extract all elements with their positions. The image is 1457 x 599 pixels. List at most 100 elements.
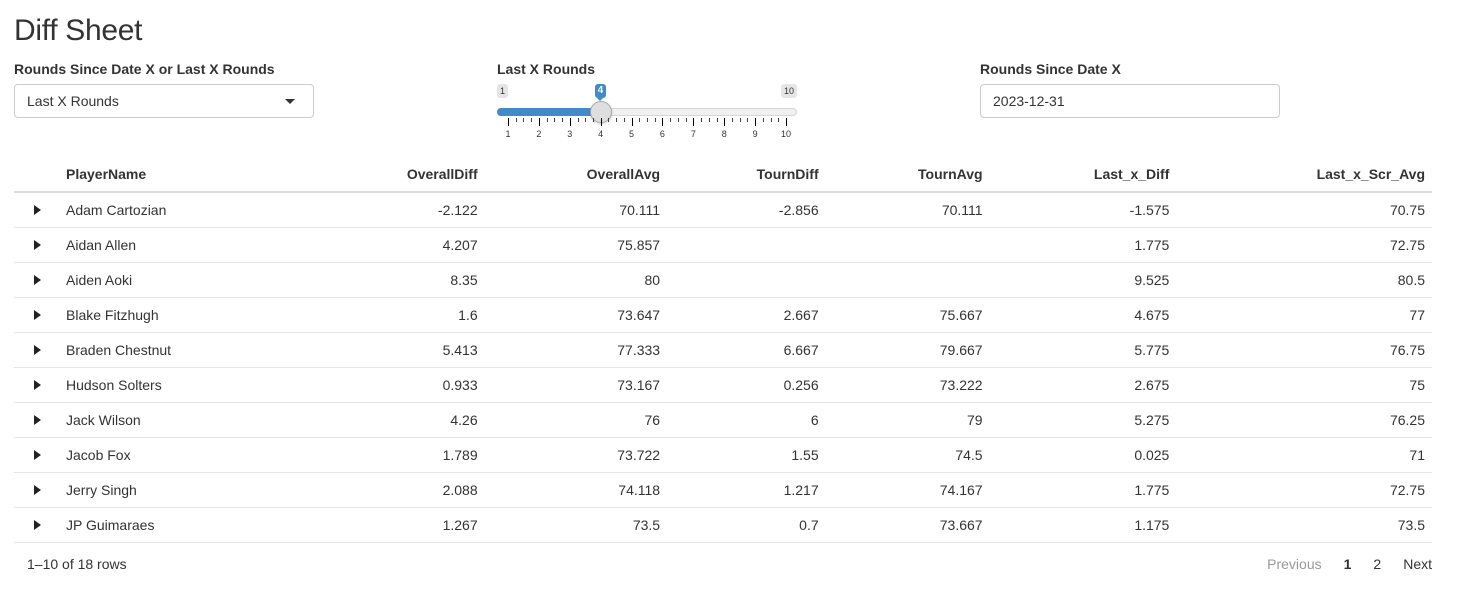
cell-tournavg	[825, 227, 990, 263]
last-x-slider-label: Last X Rounds	[497, 61, 596, 77]
cell-overalldiff: -2.122	[307, 192, 485, 228]
slider-tick	[608, 118, 610, 122]
cell-overalldiff: 4.207	[307, 227, 485, 263]
slider-tick	[685, 118, 687, 122]
cell-tournavg: 75.667	[825, 297, 990, 333]
cell-last-x-diff: 5.275	[989, 402, 1177, 438]
cell-overallavg: 80	[484, 262, 668, 298]
mode-select[interactable]: Last X Rounds	[14, 84, 314, 118]
slider-tick	[616, 118, 618, 122]
cell-tourndiff: 0.256	[667, 367, 826, 403]
table-row: Jerry Singh 2.088 74.118 1.217 74.167 1.775 72…	[14, 472, 1432, 508]
slider-tick	[693, 118, 695, 126]
cell-tournavg	[825, 262, 990, 298]
table-header-row: PlayerName OverallDiff OverallAvg TournD…	[14, 156, 1432, 193]
slider-tick	[662, 118, 664, 126]
cell-tourndiff: 0.7	[667, 507, 826, 543]
slider-tick-label: 2	[536, 129, 542, 139]
column-header-playername[interactable]: PlayerName	[59, 156, 308, 193]
cell-overallavg: 73.5	[484, 507, 668, 543]
column-header-tourndiff[interactable]: TournDiff	[667, 156, 826, 193]
cell-overalldiff: 2.088	[307, 472, 485, 508]
row-expander[interactable]	[14, 437, 59, 473]
caret-right-icon[interactable]	[34, 414, 41, 425]
caret-right-icon[interactable]	[34, 484, 41, 495]
cell-overallavg: 75.857	[484, 227, 668, 263]
slider-tick	[531, 118, 533, 122]
page-2-button[interactable]: 2	[1373, 556, 1382, 572]
slider-tick	[631, 118, 633, 126]
slider-tick	[747, 118, 749, 122]
row-expander[interactable]	[14, 297, 59, 333]
cell-tournavg: 74.167	[825, 472, 990, 508]
row-expander[interactable]	[14, 402, 59, 438]
cell-last-x-diff: 1.775	[989, 227, 1177, 263]
cell-playername: Jerry Singh	[59, 472, 308, 508]
cell-overalldiff: 8.35	[307, 262, 485, 298]
table-row: Jacob Fox 1.789 73.722 1.55 74.5 0.025 71	[14, 437, 1432, 473]
slider-tick	[755, 118, 757, 126]
page-1-button[interactable]: 1	[1343, 556, 1352, 572]
cell-overalldiff: 5.413	[307, 332, 485, 368]
last-x-rounds-slider[interactable]: 1 10 4 1 2 3 4 5 6 7 8 9 10	[497, 84, 797, 144]
column-header-overallavg[interactable]: OverallAvg	[484, 156, 668, 193]
cell-tourndiff: -2.856	[667, 192, 826, 228]
row-expander[interactable]	[14, 192, 59, 228]
cell-playername: Aiden Aoki	[59, 262, 308, 298]
table-row: Hudson Solters 0.933 73.167 0.256 73.222 2.67…	[14, 367, 1432, 403]
cell-tournavg: 73.222	[825, 367, 990, 403]
row-expander[interactable]	[14, 262, 59, 298]
slider-tick	[508, 118, 509, 126]
date-input-label: Rounds Since Date X	[980, 61, 1121, 77]
cell-playername: Braden Chestnut	[59, 332, 308, 368]
caret-right-icon[interactable]	[34, 239, 41, 250]
row-expander[interactable]	[14, 227, 59, 263]
slider-tick	[677, 118, 679, 122]
caret-right-icon[interactable]	[34, 344, 41, 355]
row-expander[interactable]	[14, 332, 59, 368]
cell-last-x-diff: 4.675	[989, 297, 1177, 333]
previous-page-button[interactable]: Previous	[1267, 556, 1322, 572]
slider-tick	[786, 118, 787, 126]
next-page-button[interactable]: Next	[1403, 556, 1432, 572]
date-input[interactable]	[980, 84, 1280, 118]
slider-tick	[716, 118, 718, 122]
caret-right-icon[interactable]	[34, 309, 41, 320]
cell-overalldiff: 1.267	[307, 507, 485, 543]
column-header-last-x-scr-avg[interactable]: Last_x_Scr_Avg	[1176, 156, 1432, 193]
slider-max-label: 10	[780, 84, 797, 98]
table-row: Jack Wilson 4.26 76 6 79 5.275 76.25	[14, 402, 1432, 438]
slider-min-label: 1	[497, 84, 509, 98]
row-expander[interactable]	[14, 472, 59, 508]
caret-right-icon[interactable]	[34, 274, 41, 285]
cell-overalldiff: 1.6	[307, 297, 485, 333]
cell-playername: Jacob Fox	[59, 437, 308, 473]
cell-tournavg: 70.111	[825, 192, 990, 228]
column-header-last-x-diff[interactable]: Last_x_Diff	[989, 156, 1177, 193]
caret-right-icon[interactable]	[34, 379, 41, 390]
slider-tick	[701, 118, 703, 122]
cell-overalldiff: 1.789	[307, 437, 485, 473]
table-row: Aiden Aoki 8.35 80 9.525 80.5	[14, 262, 1432, 298]
cell-tourndiff: 1.55	[667, 437, 826, 473]
slider-value-label: 4	[594, 84, 607, 101]
row-expander[interactable]	[14, 507, 59, 543]
cell-overalldiff: 4.26	[307, 402, 485, 438]
slider-tick-label: 7	[690, 129, 696, 139]
cell-last-x-scr-avg: 73.5	[1176, 507, 1432, 543]
caret-right-icon[interactable]	[34, 204, 41, 215]
column-header-tournavg[interactable]: TournAvg	[825, 156, 990, 193]
cell-overalldiff: 0.933	[307, 367, 485, 403]
caret-right-icon[interactable]	[34, 449, 41, 460]
cell-last-x-scr-avg: 70.75	[1176, 192, 1432, 228]
slider-tick-label: 9	[752, 129, 758, 139]
caret-right-icon[interactable]	[34, 519, 41, 530]
cell-tournavg: 79	[825, 402, 990, 438]
cell-last-x-diff: 5.775	[989, 332, 1177, 368]
cell-overallavg: 73.167	[484, 367, 668, 403]
column-header-overalldiff[interactable]: OverallDiff	[307, 156, 485, 193]
slider-tick	[724, 118, 726, 126]
row-expander[interactable]	[14, 367, 59, 403]
cell-tourndiff: 6.667	[667, 332, 826, 368]
cell-overallavg: 73.722	[484, 437, 668, 473]
